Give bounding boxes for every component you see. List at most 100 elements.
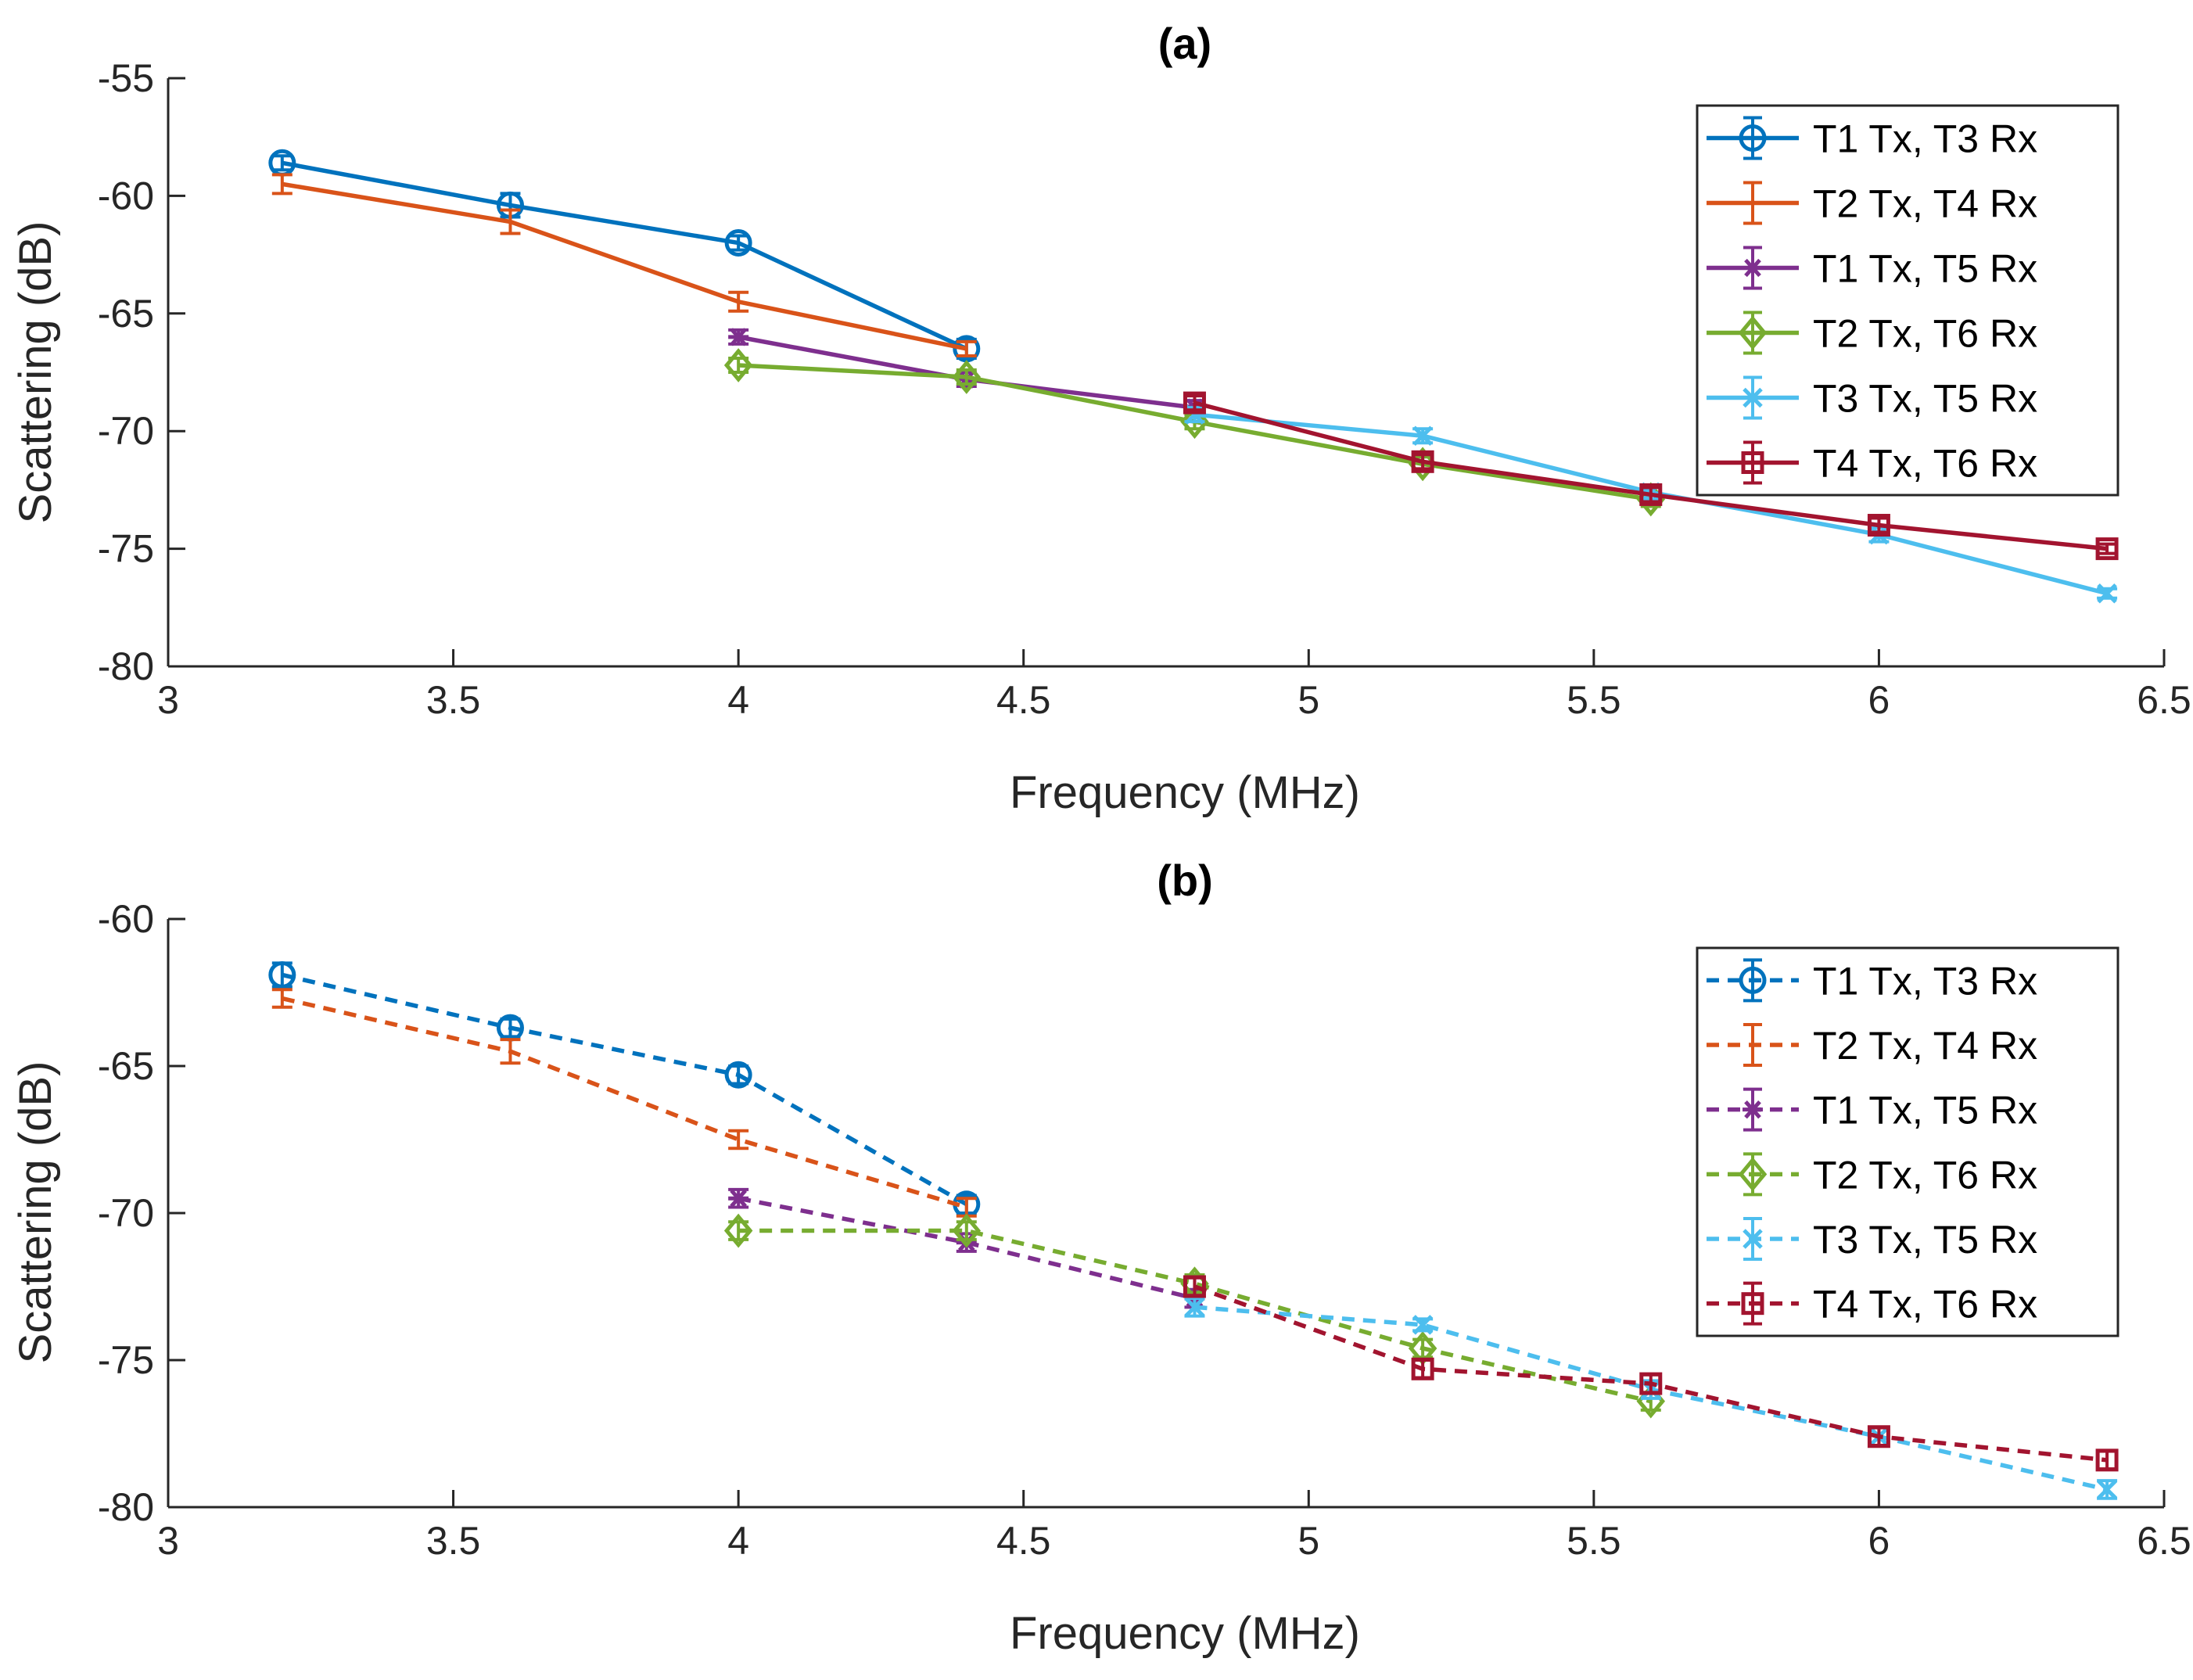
- data-point-marker: [728, 328, 749, 346]
- y-tick-label: -80: [98, 644, 154, 688]
- marker-square: [1183, 1275, 1206, 1298]
- marker-circle: [268, 960, 296, 989]
- data-point-marker: [1639, 483, 1663, 506]
- y-tick-label: -70: [98, 1191, 154, 1235]
- error-bar: [1184, 394, 1205, 412]
- marker-square: [2095, 537, 2119, 561]
- marker-square: [1639, 1372, 1663, 1395]
- x-tick-label: 3.5: [426, 678, 481, 722]
- marker-x-stroke: [2097, 583, 2117, 604]
- error-bar: [500, 208, 521, 235]
- marker-asterisk-stroke: [730, 1189, 748, 1208]
- x-tick-label: 6: [1868, 678, 1890, 722]
- series: [271, 173, 977, 357]
- data-point-marker: [1412, 425, 1433, 446]
- data-point-marker: [2097, 583, 2117, 604]
- axis-ticks: 3 3.5 4 4.5 5 5.5 6 6.5 -80 -75 -70 -65 -60: [98, 897, 2191, 1563]
- error-bar: [271, 988, 293, 1009]
- x-tick-label: 5: [1297, 678, 1319, 722]
- marker-square: [1741, 1292, 1764, 1316]
- x-tick-label: 5.5: [1567, 1519, 1621, 1563]
- data-point-marker: [268, 960, 296, 989]
- y-tick-label: -60: [98, 174, 154, 217]
- legend-entry: T1 Tx, T5 Rx: [1707, 1087, 2037, 1133]
- data-point-marker: [724, 1061, 752, 1089]
- data-point-marker: [1183, 391, 1206, 415]
- data-point-marker: [1743, 258, 1763, 278]
- data-point-marker: [1411, 450, 1434, 473]
- marker-circle: [724, 229, 752, 257]
- data-point-marker: [1743, 1229, 1763, 1249]
- series: [1183, 1275, 2119, 1472]
- marker-diamond: [952, 1213, 982, 1248]
- data-point-marker: [952, 1213, 982, 1248]
- legend-box: [1696, 104, 2119, 497]
- data-point-marker: [1184, 1297, 1205, 1318]
- series-line: [282, 972, 968, 1207]
- y-tick-label: -70: [98, 409, 154, 453]
- x-tick-label: 4.5: [996, 678, 1051, 722]
- marker-asterisk-stroke: [1744, 1100, 1761, 1119]
- data-point-marker: [1743, 387, 1763, 408]
- x-tick-label: 3: [157, 1519, 179, 1563]
- data-point-marker: [1738, 1157, 1768, 1192]
- legend-label: T1 Tx, T3 Rx: [1813, 959, 2037, 1003]
- data-point-marker: [1741, 1292, 1764, 1316]
- legend-label: T1 Tx, T3 Rx: [1813, 117, 2037, 161]
- series-line: [282, 160, 967, 351]
- error-bar: [728, 290, 749, 313]
- data-point-marker: [1867, 1425, 1890, 1448]
- marker-square: [1867, 514, 1890, 537]
- panel-title: (a): [1158, 19, 1211, 68]
- marker-square: [1639, 483, 1663, 506]
- panel-a: (a) Frequency (MHz) Scattering (dB) 3 3.5…: [10, 19, 2191, 818]
- legend-entry: T2 Tx, T6 Rx: [1707, 311, 2037, 356]
- marker-x-stroke: [1184, 1297, 1205, 1318]
- x-axis-label: Frequency (MHz): [1010, 767, 1360, 818]
- marker-x-stroke: [1412, 425, 1433, 446]
- x-tick-label: 6: [1868, 1519, 1890, 1563]
- legend-label: T1 Tx, T5 Rx: [1813, 247, 2037, 291]
- legend-entry: T1 Tx, T5 Rx: [1707, 246, 2037, 291]
- legend-entry: T2 Tx, T4 Rx: [1707, 1023, 2037, 1068]
- x-axis-label: Frequency (MHz): [1010, 1608, 1360, 1659]
- marker-square: [1741, 451, 1764, 474]
- data-point-marker: [2095, 1448, 2119, 1472]
- x-tick-label: 3.5: [426, 1519, 481, 1563]
- legend-label: T2 Tx, T6 Rx: [1813, 312, 2037, 356]
- x-tick-label: 3: [157, 678, 179, 722]
- data-point-marker: [723, 1213, 753, 1248]
- series-layer: [268, 149, 2119, 604]
- data-point-marker: [1411, 1357, 1434, 1380]
- marker-square: [1411, 450, 1434, 473]
- panel-title: (b): [1157, 856, 1213, 905]
- x-tick-label: 4.5: [996, 1519, 1051, 1563]
- legend-entry: T1 Tx, T3 Rx: [1707, 116, 2037, 161]
- legend-entry: T2 Tx, T6 Rx: [1707, 1152, 2037, 1197]
- axis-ticks: 3 3.5 4 4.5 5 5.5 6 6.5 -80 -75 -70 -65 -60 -55: [98, 56, 2191, 722]
- marker-square: [1411, 1357, 1434, 1380]
- x-tick-label: 5: [1297, 1519, 1319, 1563]
- error-bar: [728, 1129, 749, 1151]
- marker-diamond: [1738, 1157, 1768, 1192]
- series: [1183, 391, 2119, 561]
- marker-diamond: [1738, 315, 1768, 350]
- data-point-marker: [724, 229, 752, 257]
- series-line: [282, 181, 967, 351]
- y-tick-label: -55: [98, 56, 154, 100]
- series-layer: [268, 960, 2119, 1500]
- y-tick-label: -65: [98, 292, 154, 336]
- legend-label: T4 Tx, T6 Rx: [1813, 442, 2037, 486]
- legend-box: [1696, 946, 2119, 1337]
- data-point-marker: [2095, 537, 2119, 561]
- legend-entry: T3 Tx, T5 Rx: [1707, 375, 2037, 421]
- legend-label: T2 Tx, T6 Rx: [1813, 1153, 2037, 1197]
- data-point-marker: [1867, 514, 1890, 537]
- error-bar: [271, 173, 293, 196]
- error-bar: [2097, 542, 2118, 555]
- data-point-marker: [1739, 966, 1767, 994]
- marker-asterisk-stroke: [1744, 258, 1761, 278]
- marker-square: [1867, 1425, 1890, 1448]
- x-tick-label: 6.5: [2137, 678, 2191, 722]
